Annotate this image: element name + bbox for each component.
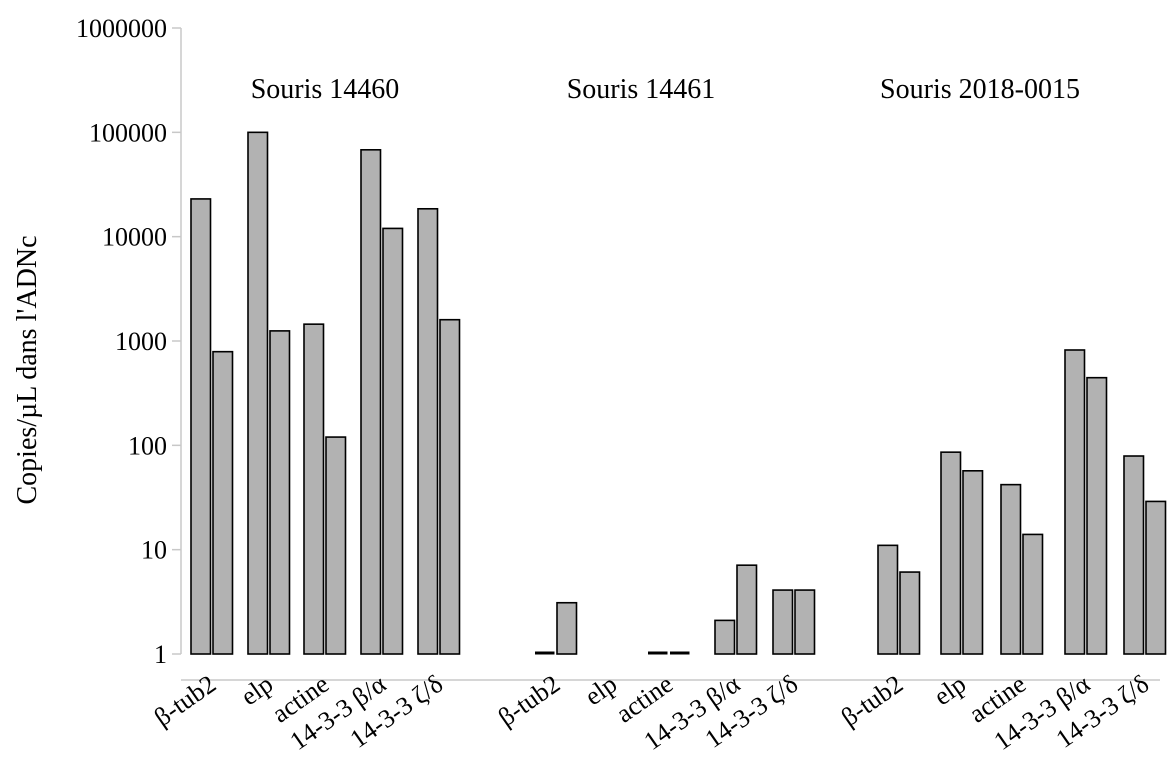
y-tick-label: 10000 [102, 223, 167, 252]
y-tick-label: 100000 [89, 118, 167, 147]
bar [360, 149, 382, 655]
group-title: Souris 2018-0015 [880, 74, 1080, 105]
bar [247, 131, 269, 655]
bar [962, 470, 984, 655]
bar [417, 207, 439, 655]
y-tick-label: 100 [128, 431, 167, 460]
category-label: β-tub2 [836, 669, 908, 732]
group-titles: Souris 14460 Souris 14461 Souris 2018-0015 [251, 74, 1080, 105]
bar [772, 589, 794, 655]
bar [899, 571, 921, 655]
bar [1086, 376, 1108, 655]
bar [1145, 500, 1167, 655]
bar [1000, 483, 1022, 655]
bar [714, 619, 736, 655]
y-tick-label: 1 [154, 640, 167, 669]
bar [940, 451, 962, 655]
y-tick-label: 10 [141, 536, 167, 565]
bars [190, 131, 1167, 655]
y-tick-label: 1000000 [76, 14, 167, 43]
bar [794, 589, 816, 655]
y-axis: 1 10 100 1000 10000 100000 1000000 [76, 14, 182, 669]
bar [325, 436, 347, 655]
bar [190, 198, 212, 655]
category-label: β-tub2 [149, 669, 221, 732]
category-label: β-tub2 [493, 669, 565, 732]
bar [1064, 349, 1086, 655]
group-title: Souris 14460 [251, 74, 400, 105]
bar [212, 350, 234, 655]
bar [736, 564, 758, 655]
bar [556, 601, 578, 655]
group-title: Souris 14461 [567, 74, 716, 105]
bar [303, 323, 325, 655]
bar [382, 227, 404, 655]
y-axis-label: Copies/µL dans l'ADNc [12, 236, 43, 505]
bar [1022, 533, 1044, 655]
bar [877, 544, 899, 655]
y-tick-label: 1000 [115, 327, 167, 356]
bar [439, 318, 461, 655]
bar [269, 330, 291, 655]
bar [1123, 455, 1145, 655]
